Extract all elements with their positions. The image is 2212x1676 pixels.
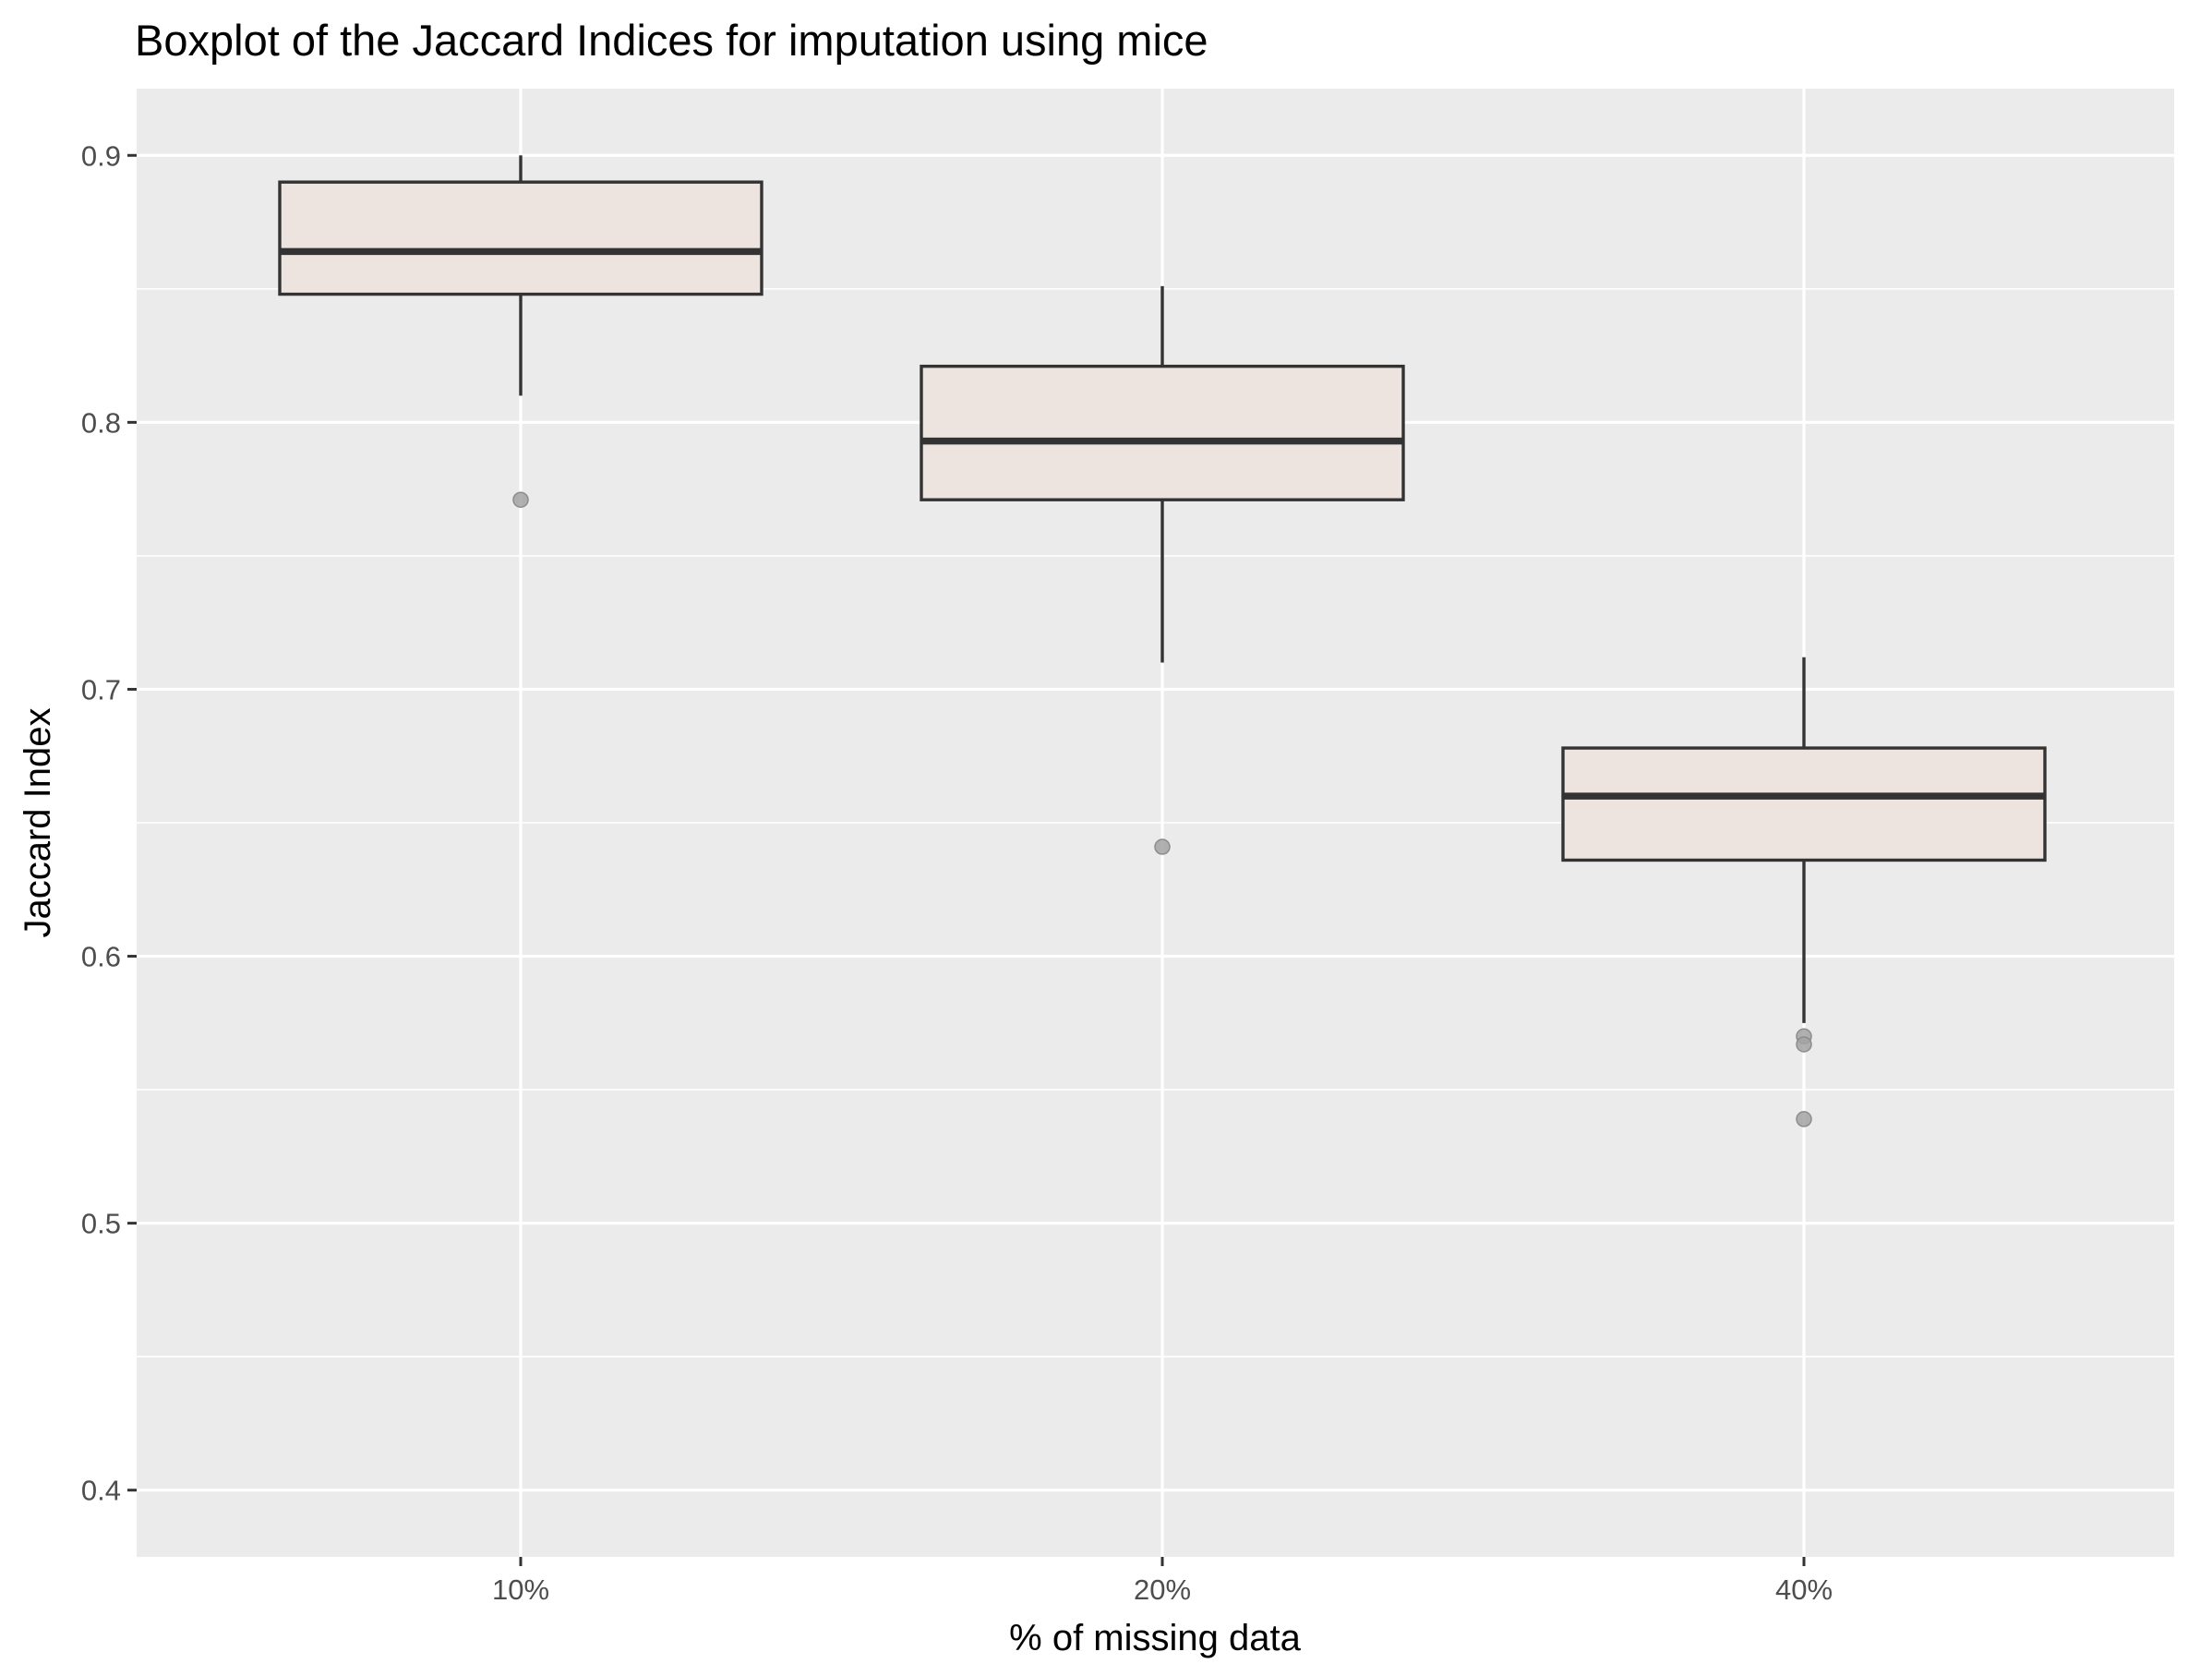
outlier-point bbox=[1154, 838, 1171, 855]
y-tick-label: 0.6 bbox=[81, 941, 121, 973]
outlier-point bbox=[1796, 1111, 1812, 1127]
x-tick-label: 40% bbox=[1775, 1574, 1833, 1606]
iqr-box bbox=[1561, 746, 2047, 862]
x-tick-label: 20% bbox=[1134, 1574, 1191, 1606]
box-group-10pct bbox=[278, 155, 763, 508]
y-axis-label: Jaccard Index bbox=[18, 707, 58, 937]
box-group-20pct bbox=[920, 285, 1405, 855]
box-group-40pct bbox=[1561, 657, 2047, 1127]
iqr-box bbox=[920, 364, 1405, 501]
axes: 0.4 0.5 0.6 0.7 0.8 0.9 10% 20% 40% bbox=[81, 139, 1833, 1606]
y-tick-label: 0.9 bbox=[81, 139, 121, 172]
boxes bbox=[278, 155, 2047, 1127]
iqr-box bbox=[278, 180, 763, 296]
y-tick-label: 0.7 bbox=[81, 673, 121, 705]
chart-title: Boxplot of the Jaccard Indices for imput… bbox=[135, 16, 1208, 65]
x-axis-label: % of missing data bbox=[1009, 1618, 1301, 1658]
y-tick-label: 0.5 bbox=[81, 1208, 121, 1240]
outlier-point bbox=[1796, 1036, 1812, 1053]
y-tick-label: 0.4 bbox=[81, 1475, 121, 1507]
outlier-point bbox=[512, 491, 529, 508]
x-tick-label: 10% bbox=[492, 1574, 549, 1606]
y-tick-label: 0.8 bbox=[81, 406, 121, 439]
